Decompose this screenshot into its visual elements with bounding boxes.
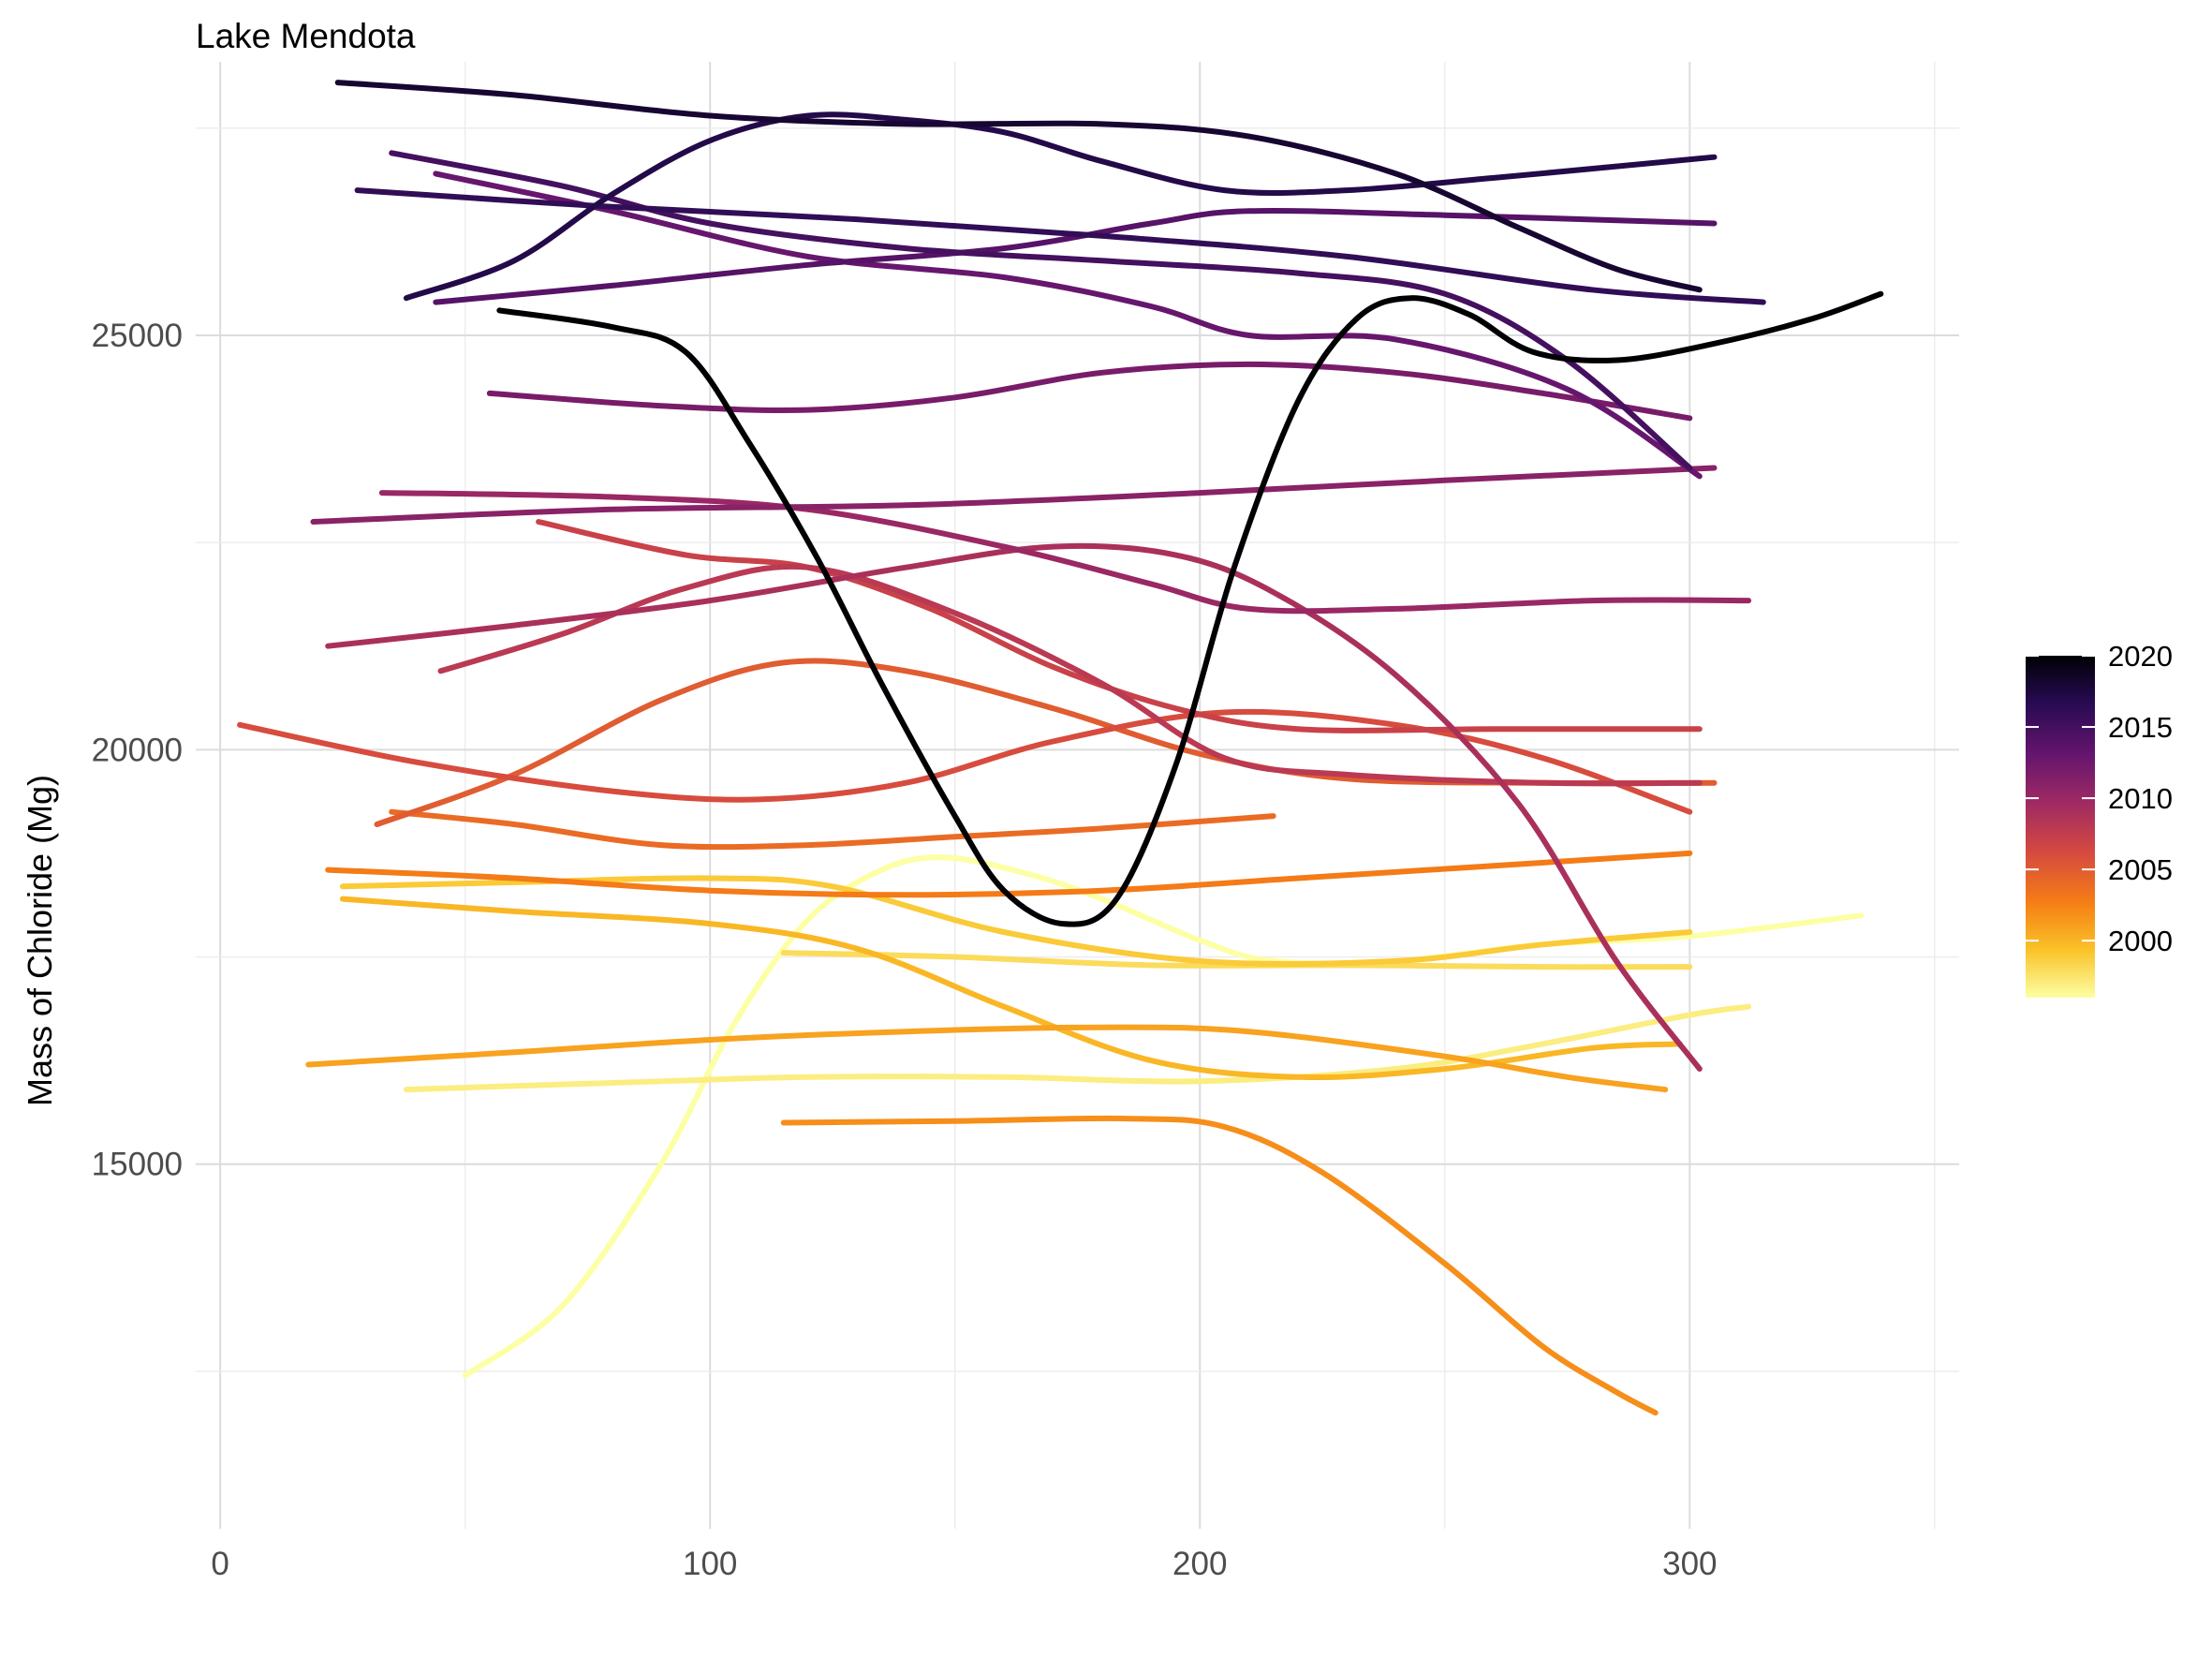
axes: 0 100 200 300 15000 20000 25000 [92,318,1718,1582]
series-line-2018 [334,80,1703,293]
x-tick-label: 200 [1172,1546,1227,1582]
y-axis-title: Mass of Chloride (Mg) [21,775,59,1106]
legend-colorbar [2026,656,2095,998]
series-line-2020 [496,290,1884,927]
legend: 2000 2005 2010 2015 2020 [2026,640,2173,998]
y-tick-label: 15000 [92,1147,183,1183]
series-line-2008 [437,563,1703,787]
series-line-2010 [378,490,1752,615]
series-line-2013 [433,170,1703,480]
series-line-2004 [389,808,1276,851]
series-line-2011 [310,465,1718,525]
legend-label: 2005 [2108,853,2173,886]
x-tick-label: 300 [1662,1546,1717,1582]
x-tick-label: 100 [683,1546,737,1582]
x-tick-label: 0 [211,1546,229,1582]
y-tick-label: 25000 [92,318,183,354]
legend-label: 2015 [2108,711,2173,744]
series-line-2001 [305,1024,1669,1093]
series-lines [237,80,1884,1416]
series-line-2009 [325,542,1703,1072]
legend-label: 2000 [2108,925,2173,957]
series-line-2012 [486,361,1693,422]
legend-label: 2010 [2108,782,2173,815]
y-tick-label: 20000 [92,732,183,768]
series-line-2007 [536,519,1703,733]
series-line-2015 [389,150,1693,471]
chart-title: Lake Mendota [196,17,416,55]
legend-label: 2020 [2108,640,2173,673]
series-line-1997 [403,1003,1752,1093]
series-line-2016 [354,187,1766,305]
series-line-2017 [403,111,1718,302]
series-line-2002 [780,1115,1659,1416]
series-line-2003 [325,850,1693,898]
